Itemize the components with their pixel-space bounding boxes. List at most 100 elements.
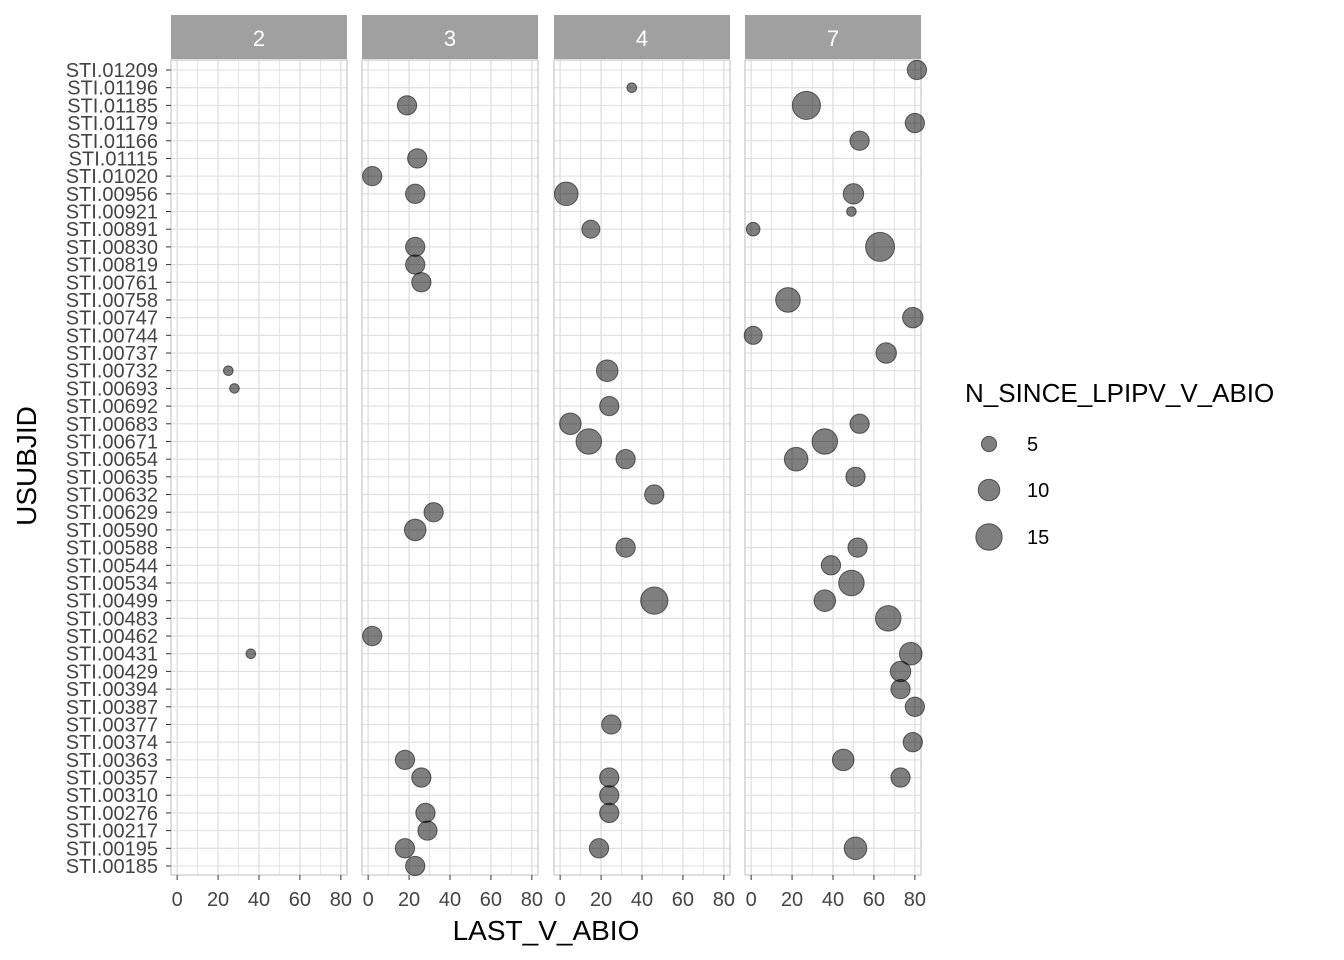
x-tick-label: 40 [822,889,844,911]
y-tick-label: STI.00195 [66,838,158,860]
x-tick-label: 60 [863,889,885,911]
y-tick-label: STI.00632 [66,485,158,507]
gridlines [745,60,921,875]
x-tick-label: 60 [672,889,694,911]
x-tick-label: 40 [439,889,461,911]
y-tick-label: STI.00819 [66,255,158,277]
data-point [820,555,842,576]
y-tick-label: STI.00387 [66,697,158,719]
data-point [745,221,761,237]
y-tick-label: STI.00534 [66,573,158,595]
x-tick-label: 80 [521,889,543,911]
data-point [902,306,924,329]
data-point [846,206,857,217]
legend-label: 15 [1027,527,1049,549]
data-point [898,641,923,666]
facet-strip [554,15,730,59]
y-tick-label: STI.01115 [69,148,158,170]
y-tick-label: STI.00747 [66,308,158,330]
facet-panel-3: 3 0 20 40 60 80 [361,15,543,911]
data-point [405,254,426,275]
y-tick-label: STI.00483 [66,608,158,630]
data-point [411,272,432,293]
data-point [775,287,801,313]
data-point [904,112,926,134]
data-point [615,537,636,558]
legend-title: N_SINCE_LPIPV_V_ABIO [965,378,1274,408]
x-tick-label: 20 [781,889,803,911]
data-point [640,586,669,615]
x-axis-title: LAST_V_ABIO [453,915,640,946]
y-tick-label: STI.01196 [67,78,158,100]
y-tick-label: STI.00431 [66,644,158,666]
y-tick-label: STI.00429 [66,661,158,683]
data-point [791,90,821,120]
x-tick-label: 60 [289,889,311,911]
y-tick-label: STI.00761 [66,272,158,294]
data-point [362,625,383,647]
data-point [423,502,444,523]
x-tick-label: 0 [363,889,374,911]
facet-panel-7: 7 0 20 40 60 80 [743,15,928,911]
data-point [396,95,418,116]
y-axis-title: USUBJID [11,406,42,526]
y-tick-label: STI.00590 [66,520,158,542]
points [743,59,928,861]
legend-key [975,523,1003,551]
facet-panel-2: 20 20 40 60 80 [170,15,352,911]
legend-key [980,435,998,453]
data-point [831,748,855,772]
y-tick-label: STI.01209 [66,60,158,82]
facet-strip-label: 4 [636,26,648,51]
data-point [601,714,622,735]
y-tick-label: STI.00276 [66,803,158,825]
data-point [902,732,923,753]
data-point [599,785,620,806]
data-point [559,412,582,436]
points [553,82,669,859]
gridlines [362,60,538,875]
y-axis: STI.01209STI.01196STI.01185STI.01179STI.… [66,60,171,878]
y-tick-label: STI.00544 [66,555,158,577]
y-tick-label: STI.00683 [66,414,158,436]
data-point [229,383,240,394]
facet-strip [745,15,921,59]
data-point [553,181,579,207]
y-tick-label: STI.00588 [66,538,158,560]
y-tick-label: STI.00671 [66,431,158,453]
data-point [865,231,896,262]
data-point [813,589,837,612]
y-tick-label: STI.00956 [66,184,158,206]
data-point [874,605,902,632]
facet-strip [362,15,538,59]
y-tick-label: STI.00310 [66,785,158,807]
y-tick-label: STI.00217 [66,821,158,843]
data-point [405,855,426,877]
y-tick-label: STI.01185 [67,95,158,117]
data-point [847,537,868,558]
y-tick-label: STI.00758 [66,290,158,312]
points [362,95,444,877]
data-point [845,466,866,487]
y-tick-label: STI.01179 [67,113,158,135]
x-tick-label: 40 [248,889,270,911]
gridlines [171,60,347,875]
data-point [415,802,436,824]
y-tick-label: STI.01166 [67,131,158,153]
size-legend: N_SINCE_LPIPV_V_ABIO 5 10 15 [965,378,1274,551]
y-tick-label: STI.01020 [66,166,158,188]
y-tick-label: STI.00394 [66,679,158,701]
data-point [626,82,638,94]
y-tick-label: STI.00499 [66,591,158,613]
data-point [411,767,432,788]
data-point [811,428,839,455]
points [222,365,257,660]
y-tick-label: STI.00693 [66,378,158,400]
x-tick-label: 80 [330,889,352,911]
data-point [906,59,928,81]
y-tick-label: STI.00737 [66,343,158,365]
y-tick-label: STI.00374 [66,732,158,754]
legend-label: 10 [1027,480,1049,502]
